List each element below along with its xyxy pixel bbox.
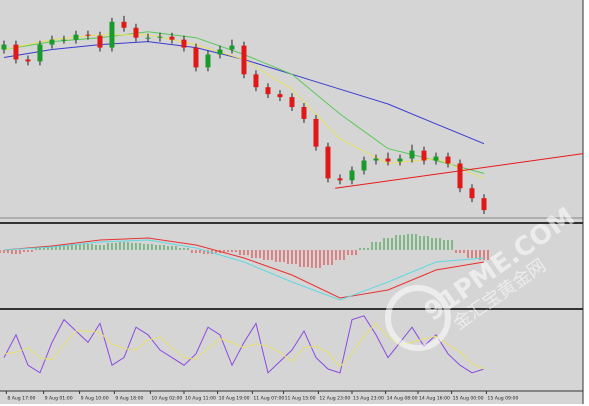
x-tick-label: 9 Aug 18:00 xyxy=(115,396,143,402)
candle-body xyxy=(253,74,259,88)
x-tick-label: 9 Aug 10:00 xyxy=(81,396,109,402)
series-line xyxy=(3,237,485,299)
x-tick-label: 10 Aug 02:00 xyxy=(151,396,182,402)
candle-body xyxy=(181,39,187,48)
candle-body xyxy=(469,188,475,199)
candle-body xyxy=(349,170,355,181)
candle-body xyxy=(265,87,271,95)
candle-body xyxy=(433,156,439,161)
candle-body xyxy=(325,146,331,179)
candle-body xyxy=(301,107,307,119)
series-line xyxy=(3,239,485,301)
candle-body xyxy=(145,37,151,39)
candle-body xyxy=(241,45,247,75)
x-tick-label: 13 Aug 23:00 xyxy=(353,396,384,402)
candle-body xyxy=(133,27,139,38)
x-tick-label: 15 Aug 00:00 xyxy=(453,396,484,402)
candle-body xyxy=(25,59,31,62)
series-line xyxy=(3,315,485,374)
candle-body xyxy=(1,44,7,50)
watermark-logo xyxy=(385,285,451,351)
candle-body xyxy=(313,118,319,147)
candle-body xyxy=(49,39,55,45)
candle-body xyxy=(277,94,283,98)
candle-body xyxy=(169,36,175,40)
x-tick-label: 10 Aug 11:00 xyxy=(185,396,216,402)
candle-body xyxy=(337,178,343,181)
candle-body xyxy=(229,45,235,50)
candle-body xyxy=(37,44,43,62)
candle-body xyxy=(397,158,403,162)
candle-body xyxy=(109,21,115,48)
x-tick-label: 9 Aug 01:00 xyxy=(45,396,73,402)
candle-body xyxy=(445,156,451,164)
candle-body xyxy=(373,158,379,161)
candle-body xyxy=(193,47,199,68)
x-tick-label: 14 Aug 08:00 xyxy=(387,396,418,402)
x-tick-label: 10 Aug 19:00 xyxy=(219,396,250,402)
x-tick-label: 11 Aug 07:00 xyxy=(253,396,284,402)
candle-body xyxy=(61,39,67,41)
x-tick-label: 11 Aug 15:00 xyxy=(285,396,316,402)
candle-body xyxy=(121,21,127,28)
candle-body xyxy=(205,54,211,68)
candle-body xyxy=(361,160,367,171)
x-tick-label: 12 Aug 23:00 xyxy=(319,396,350,402)
candle-body xyxy=(97,35,103,48)
candle-body xyxy=(421,150,427,161)
candle-body xyxy=(457,163,463,189)
x-tick-label: 15 Aug 09:00 xyxy=(487,396,518,402)
candle-body xyxy=(157,36,163,38)
candle-body xyxy=(217,49,223,55)
candle-body xyxy=(385,158,391,162)
candle-body xyxy=(409,150,415,159)
candle-body xyxy=(73,34,79,40)
candle-body xyxy=(481,198,487,211)
x-tick-label: 14 Aug 16:00 xyxy=(419,396,450,402)
candle-body xyxy=(13,44,19,60)
candle-body xyxy=(289,97,295,108)
x-tick-label: 8 Aug 17:00 xyxy=(7,396,35,402)
candle-body xyxy=(85,34,91,36)
